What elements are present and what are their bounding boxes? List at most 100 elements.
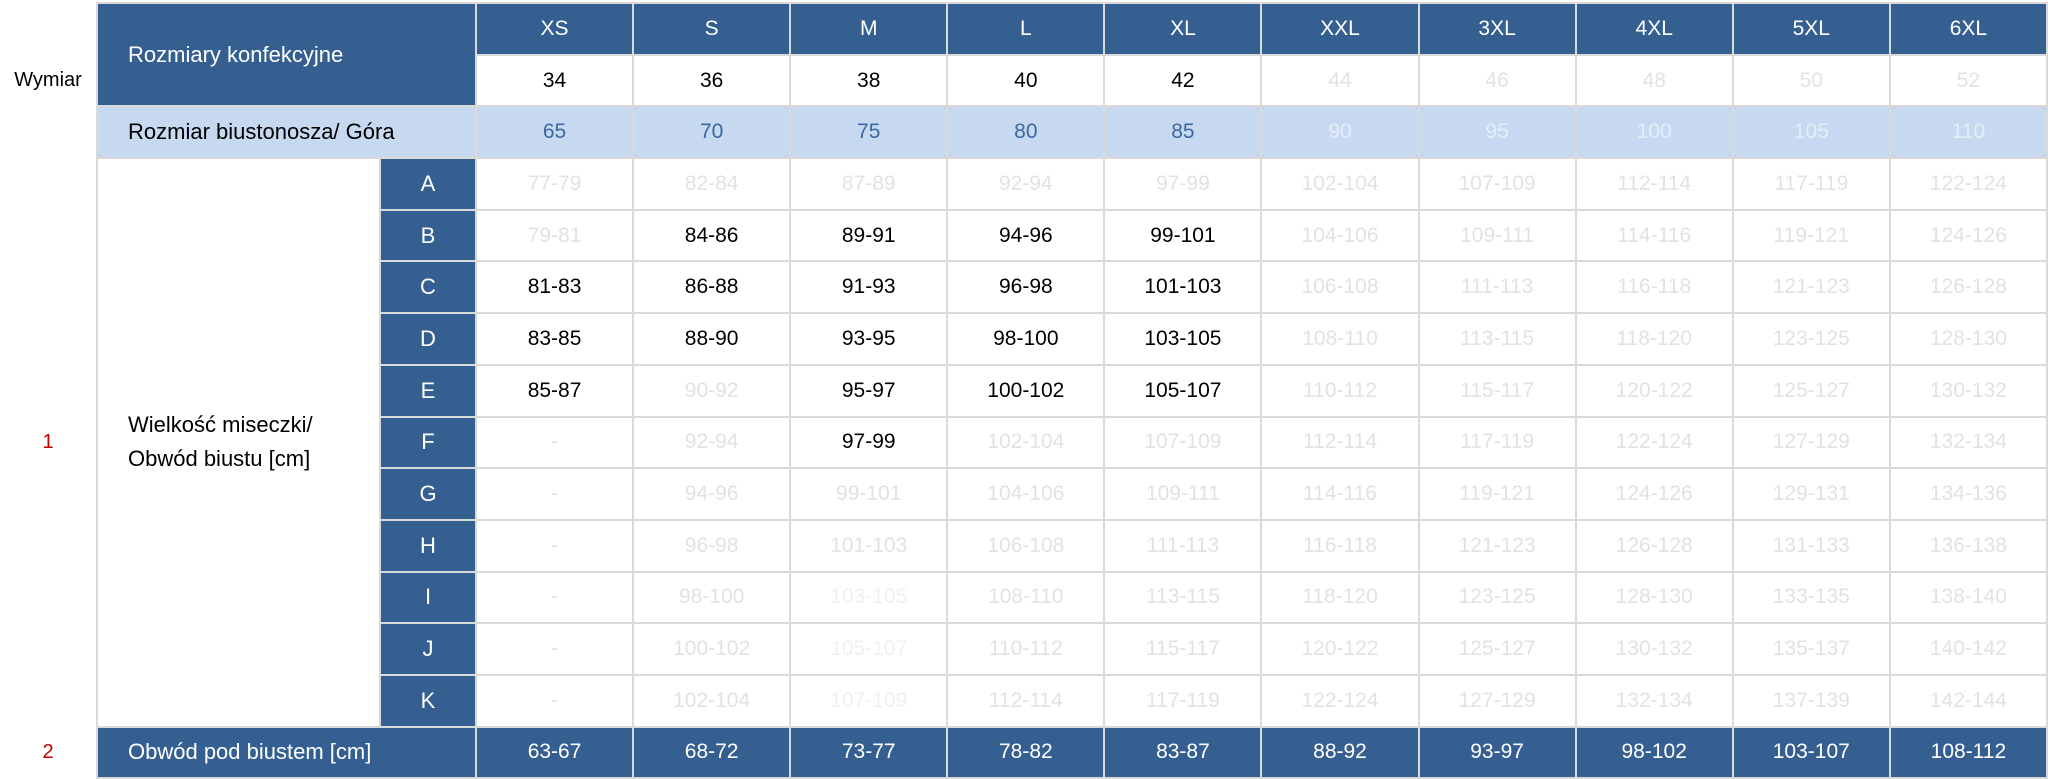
cup-row-h: H -96-98 101-103 106-108 111-113 116-118 121-1… [0, 518, 2048, 573]
cup-row-f: F -92-94 97-99 102-104 107-109 112-114 117-119… [0, 415, 2048, 470]
bust-range-cell: 82-84 [632, 157, 792, 211]
underbust-cell: 88-92 [1260, 725, 1420, 779]
bust-range-cell: 115-117 [1103, 622, 1263, 676]
bra-size-label: Rozmiar biustonosza/ Góra [96, 105, 477, 160]
eu-size-cell: 34 [474, 53, 635, 108]
bust-range-cell: 121-123 [1731, 260, 1891, 315]
bust-range-cell: 94-96 [632, 467, 792, 521]
bust-range-cell: 99-101 [1103, 208, 1263, 263]
cup-letter: I [379, 570, 477, 625]
bust-range-cell: - [474, 673, 635, 728]
bust-range-cell: 126-128 [1888, 260, 2048, 315]
bust-range-cell: 105-107 [789, 622, 949, 676]
bust-range-cell: 103-105 [789, 570, 949, 625]
cup-letter: E [379, 363, 477, 418]
cup-letter: B [379, 208, 477, 263]
eu-size-cell: 44 [1260, 53, 1420, 108]
cup-section-label: Wielkość miseczki/Obwód biustu [cm] [96, 157, 380, 728]
bust-range-cell: 128-130 [1888, 312, 2048, 366]
bust-range-cell: 107-109 [1417, 157, 1577, 211]
bust-range-cell: 98-100 [946, 312, 1106, 366]
bust-range-cell: 99-101 [789, 467, 949, 521]
bust-range-cell: 128-130 [1574, 570, 1734, 625]
bra-size-cell: 85 [1103, 105, 1263, 160]
underbust-cell: 98-102 [1574, 725, 1734, 779]
size-header-xs: XS [474, 2, 635, 56]
bust-range-cell: 86-88 [632, 260, 792, 315]
size-header-5xl: 5XL [1731, 2, 1891, 56]
bust-range-cell: 136-138 [1888, 518, 2048, 573]
bust-range-cell: 95-97 [789, 363, 949, 418]
cup-label-line2: Obwód biustu [cm] [128, 446, 311, 472]
cup-letter: C [379, 260, 477, 315]
eu-size-row: 34 36 38 40 42 44 46 48 50 52 [0, 53, 2048, 108]
bust-range-cell: 125-127 [1417, 622, 1577, 676]
bust-range-cell: 83-85 [474, 312, 635, 366]
bra-size-cell: 110 [1888, 105, 2048, 160]
eu-size-cell: 42 [1103, 53, 1263, 108]
bra-size-cell: 75 [789, 105, 949, 160]
bust-range-cell: 127-129 [1731, 415, 1891, 470]
cup-letter: D [379, 312, 477, 366]
bust-range-cell: 109-111 [1103, 467, 1263, 521]
bust-range-cell: - [474, 415, 635, 470]
cup-row-a: 1 Wielkość miseczki/Obwód biustu [cm] A 77-… [0, 157, 2048, 728]
bust-range-cell: 96-98 [632, 518, 792, 573]
bust-range-cell: 110-112 [946, 622, 1106, 676]
eu-size-cell: 50 [1731, 53, 1891, 108]
eu-size-cell: 52 [1888, 53, 2048, 108]
underbust-label: Obwód pod biustem [cm] [96, 725, 477, 779]
bust-range-cell: 132-134 [1888, 415, 2048, 470]
bust-range-cell: 119-121 [1417, 467, 1577, 521]
bust-range-cell: 122-124 [1888, 157, 2048, 211]
cup-label-line1: Wielkość miseczki/ [128, 412, 313, 438]
size-header-6xl: 6XL [1888, 2, 2048, 56]
bra-size-cell: 105 [1731, 105, 1891, 160]
bust-range-cell: 131-133 [1731, 518, 1891, 573]
bust-range-cell: 97-99 [789, 415, 949, 470]
bust-range-cell: 106-108 [1260, 260, 1420, 315]
bust-range-cell: 84-86 [632, 208, 792, 263]
bust-range-cell: 119-121 [1731, 208, 1891, 263]
size-header-xxl: XXL [1260, 2, 1420, 56]
bust-range-cell: 112-114 [946, 673, 1106, 728]
cup-row-e: E 85-87 90-92 95-97 100-102 105-107 110-112 115… [0, 363, 2048, 418]
bust-range-cell: 108-110 [1260, 312, 1420, 366]
bust-range-cell: 97-99 [1103, 157, 1263, 211]
bust-range-cell: 112-114 [1574, 157, 1734, 211]
bust-range-cell: 81-83 [474, 260, 635, 315]
underbust-row: 2 Obwód pod biustem [cm] 63-67 68-72 73-77 78… [0, 725, 2048, 779]
underbust-cell: 73-77 [789, 725, 949, 779]
bust-range-cell: 109-111 [1417, 208, 1577, 263]
bust-range-cell: 127-129 [1417, 673, 1577, 728]
bust-range-cell: 112-114 [1260, 415, 1420, 470]
bust-range-cell: 121-123 [1417, 518, 1577, 573]
cup-row-j: J -100-102 105-107 110-112 115-117 120-122 125… [0, 622, 2048, 676]
size-header-4xl: 4XL [1574, 2, 1734, 56]
bust-range-cell: 88-90 [632, 312, 792, 366]
bust-range-cell: 93-95 [789, 312, 949, 366]
cup-letter: F [379, 415, 477, 470]
bust-range-cell: 114-116 [1260, 467, 1420, 521]
cup-letter: H [379, 518, 477, 573]
bra-size-cell: 100 [1574, 105, 1734, 160]
bust-range-cell: 108-110 [946, 570, 1106, 625]
bust-range-cell: 85-87 [474, 363, 635, 418]
bust-range-cell: 130-132 [1574, 622, 1734, 676]
underbust-cell: 83-87 [1103, 725, 1263, 779]
cup-row-g: G -94-96 99-101 104-106 109-111 114-116 119-12… [0, 467, 2048, 521]
bust-range-cell: 117-119 [1103, 673, 1263, 728]
bust-range-cell: 140-142 [1888, 622, 2048, 676]
underbust-cell: 63-67 [474, 725, 635, 779]
bust-range-cell: 125-127 [1731, 363, 1891, 418]
eu-size-cell: 36 [632, 53, 792, 108]
bust-range-cell: 114-116 [1574, 208, 1734, 263]
bust-range-cell: 96-98 [946, 260, 1106, 315]
bust-range-cell: 107-109 [1103, 415, 1263, 470]
bra-size-row: Rozmiar biustonosza/ Góra 65 70 75 80 85 90 95… [0, 105, 2048, 160]
bust-range-cell: 92-94 [632, 415, 792, 470]
bust-range-cell: 118-120 [1574, 312, 1734, 366]
size-header-row: Wymiar Rozmiary konfekcyjne XS S M L XL XXL 3X… [0, 1, 2048, 159]
bust-range-cell: 113-115 [1417, 312, 1577, 366]
bust-range-cell: 115-117 [1417, 363, 1577, 418]
